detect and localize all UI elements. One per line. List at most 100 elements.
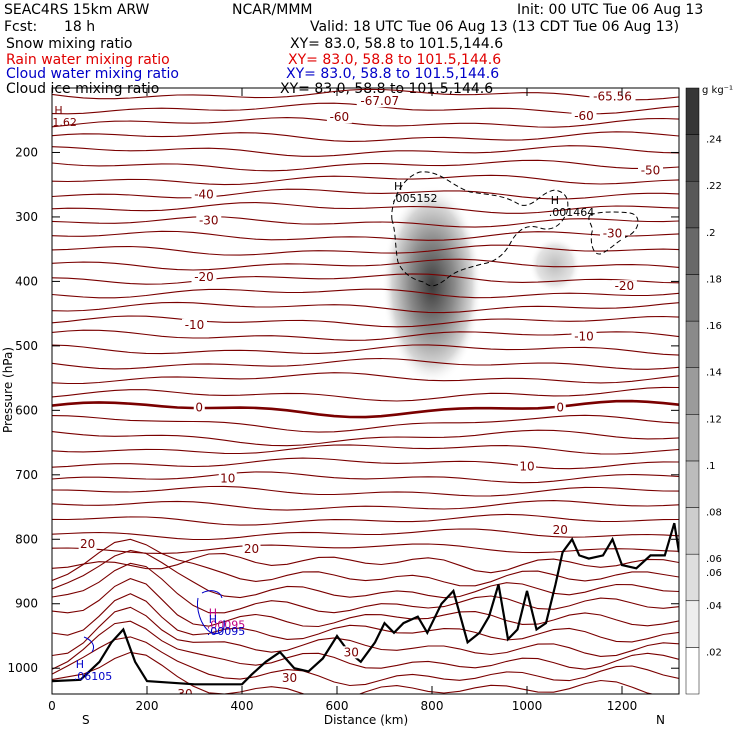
colorbar-label: .18 xyxy=(706,274,722,285)
contour-label-bg xyxy=(611,280,637,293)
x-tick-label: 1000 xyxy=(512,699,543,713)
colorbar-swatch xyxy=(685,227,700,275)
plot-frame xyxy=(51,87,680,695)
x-tick-label: 0 xyxy=(48,699,56,713)
extremum-mark: H xyxy=(209,607,217,620)
isotherm-line xyxy=(52,513,679,526)
x-tick-label: 600 xyxy=(326,699,349,713)
field-cloudwater-name: Cloud water mixing ratio xyxy=(6,66,179,82)
temperature-contours xyxy=(52,88,679,694)
extremum-mark: H xyxy=(209,613,217,626)
isotherm-line xyxy=(52,244,679,256)
isotherm-line xyxy=(52,636,679,687)
y-tick-label: 200 xyxy=(15,145,38,159)
isotherm-line xyxy=(52,230,679,241)
isotherm-line xyxy=(52,578,679,628)
colorbar-swatch xyxy=(685,367,700,415)
colorbar-swatch xyxy=(685,134,700,182)
terrain-line xyxy=(52,522,679,686)
isotherm-line xyxy=(52,606,679,657)
contour-label-bg xyxy=(356,95,403,108)
isotherm-line xyxy=(52,357,679,370)
isotherm-line xyxy=(52,543,679,554)
forecast-label: Fcst: xyxy=(4,19,37,35)
temperature-contour-label: 30 xyxy=(177,687,192,701)
x-tick-label: 200 xyxy=(136,699,159,713)
temperature-contour-label: -60 xyxy=(330,110,350,124)
colorbar-label: .12 xyxy=(706,414,722,425)
isotherm-line xyxy=(52,538,679,587)
colorbar-swatch xyxy=(685,507,700,555)
isotherm-line xyxy=(52,386,679,402)
cloud-ice-contour-main xyxy=(391,171,569,287)
y-tick-label: 500 xyxy=(15,339,38,353)
isotherm-line xyxy=(52,429,679,447)
isotherm-line xyxy=(52,500,679,511)
isotherm-line xyxy=(52,344,679,356)
y-axis-label: Pressure (hPa) xyxy=(1,347,15,433)
contour-label-bg xyxy=(600,227,625,240)
colorbar-swatch xyxy=(685,600,700,648)
temperature-contour-label: 10 xyxy=(220,471,235,485)
isotherm-line xyxy=(52,258,679,271)
temperature-contour-label: 20 xyxy=(553,523,568,537)
contour-label-bg xyxy=(518,460,536,473)
contour-label-bg xyxy=(571,109,597,122)
extremum-value: .001464 xyxy=(549,206,595,219)
x-axis: 0 200 400 600 800 1000 1200 xyxy=(48,88,637,713)
temperature-contour-label: -30 xyxy=(199,213,219,227)
temperature-contour-label: -20 xyxy=(615,279,635,293)
temperature-contour-label: -10 xyxy=(185,318,205,332)
y-tick-label: 900 xyxy=(15,597,38,611)
colorbar-label: .06 xyxy=(706,554,722,565)
temperature-contour-labels: -67.07 -65.56 -60 -60 -50 -40 -30 -30 -20 -20 -10 -… xyxy=(78,90,663,701)
contour-label-bg xyxy=(242,543,261,556)
x-axis-label: Distance (km) xyxy=(324,713,408,727)
isotherm-line xyxy=(52,273,679,285)
contour-label-bg xyxy=(196,214,222,227)
isotherm-line xyxy=(52,553,679,574)
colorbar-label: .08 xyxy=(706,508,722,519)
temperature-contour-label: 0 xyxy=(195,400,203,414)
north-end-label: N xyxy=(656,713,665,727)
extremum-mark: H xyxy=(394,180,402,193)
isotherm-line xyxy=(52,414,679,433)
init-time: Init: 00 UTC Tue 06 Aug 13 xyxy=(517,2,703,18)
temperature-contour-label: 30 xyxy=(344,645,359,659)
contour-label-bg xyxy=(176,688,194,694)
isotherm-line xyxy=(52,131,679,142)
field-rain-xy: XY= 83.0, 58.8 to 101.5,144.6 xyxy=(288,52,501,68)
isotherm-line xyxy=(52,485,679,497)
isotherm-line xyxy=(52,202,679,214)
colorbar-swatch xyxy=(685,180,700,229)
isotherm-line xyxy=(52,549,679,599)
temperature-contour-label: -40 xyxy=(194,188,214,202)
colorbar-label: .24 xyxy=(706,135,722,146)
model-name: SEAC4RS 15km ARW xyxy=(4,2,150,18)
contour-label-bg xyxy=(280,672,299,685)
temperature-contour-label: 20 xyxy=(244,542,259,556)
isotherm-line xyxy=(52,315,679,328)
isotherm-line xyxy=(52,562,679,614)
isotherm-line xyxy=(52,145,679,157)
colorbar-label-extra: .06 xyxy=(706,568,722,579)
colorbar-label: .14 xyxy=(706,368,722,379)
y-tick-label: 800 xyxy=(15,532,38,546)
colorbar-label: .2 xyxy=(706,228,716,239)
snow-mixing-ratio-maximum xyxy=(382,185,482,385)
contour-label-bg xyxy=(326,111,352,124)
contour-label-bg xyxy=(193,401,205,414)
isotherm-line xyxy=(52,216,679,228)
y-tick-label: 400 xyxy=(15,274,38,288)
extremum-mark: H xyxy=(76,658,84,671)
temperature-contour-label: -10 xyxy=(574,329,594,343)
contour-label-bg xyxy=(589,90,636,103)
contour-label-bg xyxy=(218,472,237,485)
forecast-hours: 18 h xyxy=(64,19,95,35)
x-tick-label: 400 xyxy=(231,699,254,713)
contour-label-bg xyxy=(191,271,217,284)
extremum-value: .00095 xyxy=(207,619,246,632)
isotherm-line xyxy=(52,444,679,455)
cloud-ice-contour-east xyxy=(588,211,639,255)
temperature-contour-label: 20 xyxy=(80,537,95,551)
